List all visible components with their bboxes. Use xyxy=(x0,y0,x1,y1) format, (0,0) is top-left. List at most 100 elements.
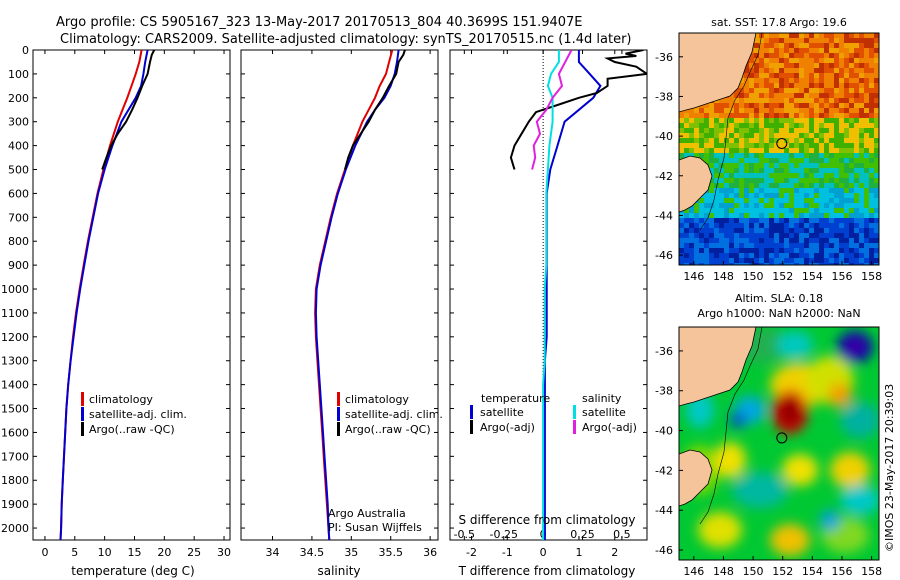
sst-cell xyxy=(829,213,834,218)
sst-cell xyxy=(849,108,854,113)
sst-cell xyxy=(769,143,774,148)
sst-cell xyxy=(744,233,749,238)
sst-cell xyxy=(874,243,879,248)
sst-cell xyxy=(724,183,729,188)
sst-cell xyxy=(694,223,699,228)
sst-cell xyxy=(854,158,859,163)
sst-cell xyxy=(754,148,759,153)
sst-cell xyxy=(769,233,774,238)
sst-cell xyxy=(844,178,849,183)
sst-cell xyxy=(784,63,789,68)
sst-cell xyxy=(764,143,769,148)
sst-cell xyxy=(744,223,749,228)
sst-cell xyxy=(759,243,764,248)
sst-cell xyxy=(709,233,714,238)
sst-cell xyxy=(749,243,754,248)
sst-cell xyxy=(844,243,849,248)
sst-cell xyxy=(874,178,879,183)
sst-cell xyxy=(729,113,734,118)
sst-cell xyxy=(839,163,844,168)
sst-cell xyxy=(839,38,844,43)
sst-cell xyxy=(819,163,824,168)
sst-cell xyxy=(869,68,874,73)
sst-cell xyxy=(874,253,879,258)
sst-cell xyxy=(789,188,794,193)
sst-cell xyxy=(774,193,779,198)
sst-cell xyxy=(764,213,769,218)
sst-cell xyxy=(814,168,819,173)
sst-cell xyxy=(874,73,879,78)
sst-cell xyxy=(804,173,809,178)
sst-cell xyxy=(804,128,809,133)
sst-cell xyxy=(749,248,754,253)
sst-cell xyxy=(749,223,754,228)
sst-cell xyxy=(744,143,749,148)
sst-cell xyxy=(679,148,684,153)
sst-cell xyxy=(854,163,859,168)
attribution-line1: Argo Australia xyxy=(328,507,406,520)
sst-cell xyxy=(779,38,784,43)
sst-cell xyxy=(784,73,789,78)
sst-cell xyxy=(874,118,879,123)
temperature-xlabel: temperature (deg C) xyxy=(71,564,194,578)
sst-cell xyxy=(844,158,849,163)
x-tick-label: -0.25 xyxy=(489,528,517,541)
sst-cell xyxy=(799,53,804,58)
legend-label-s-satellite: satellite xyxy=(582,406,626,419)
sst-cell xyxy=(749,63,754,68)
tasmania-landmass xyxy=(679,155,713,213)
sst-cell xyxy=(824,208,829,213)
sst-cell xyxy=(784,248,789,253)
sst-cell xyxy=(819,93,824,98)
sst-cell xyxy=(829,243,834,248)
sst-cell xyxy=(804,213,809,218)
sst-cell xyxy=(799,263,804,265)
sst-cell xyxy=(874,173,879,178)
sst-cell xyxy=(839,183,844,188)
sst-cell xyxy=(809,218,814,223)
sst-cell xyxy=(819,233,824,238)
y-tick-label: 1400 xyxy=(1,379,29,392)
sst-cell xyxy=(779,253,784,258)
sst-cell xyxy=(694,133,699,138)
sst-cell xyxy=(744,83,749,88)
sst-cell xyxy=(729,168,734,173)
sst-cell xyxy=(814,58,819,63)
sst-cell xyxy=(844,228,849,233)
sst-cell xyxy=(729,218,734,223)
sst-cell xyxy=(699,198,704,203)
sst-cell xyxy=(829,113,834,118)
sst-cell xyxy=(874,138,879,143)
sst-cell xyxy=(714,173,719,178)
sst-cell xyxy=(724,193,729,198)
sst-cell xyxy=(774,48,779,53)
sst-cell xyxy=(874,188,879,193)
sst-cell xyxy=(804,113,809,118)
sst-cell xyxy=(709,198,714,203)
sst-cell xyxy=(684,238,689,243)
sst-cell xyxy=(754,138,759,143)
sst-cell xyxy=(859,33,864,38)
sst-cell xyxy=(859,223,864,228)
sst-cell xyxy=(689,248,694,253)
sst-cell xyxy=(679,258,684,263)
legend-label-climatology: climatology xyxy=(345,393,409,406)
sst-cell xyxy=(774,253,779,258)
sst-cell xyxy=(734,203,739,208)
sst-cell xyxy=(869,93,874,98)
sst-cell xyxy=(814,243,819,248)
sst-cell xyxy=(719,128,724,133)
sst-cell xyxy=(814,83,819,88)
sst-cell xyxy=(864,98,869,103)
sst-cell xyxy=(709,203,714,208)
sst-cell xyxy=(759,118,764,123)
sst-cell xyxy=(809,78,814,83)
sst-cell xyxy=(734,208,739,213)
sst-cell xyxy=(809,243,814,248)
sst-cell xyxy=(839,93,844,98)
sst-cell xyxy=(789,163,794,168)
sst-cell xyxy=(799,128,804,133)
sst-cell xyxy=(714,133,719,138)
sst-cell xyxy=(719,153,724,158)
sst-cell xyxy=(754,193,759,198)
